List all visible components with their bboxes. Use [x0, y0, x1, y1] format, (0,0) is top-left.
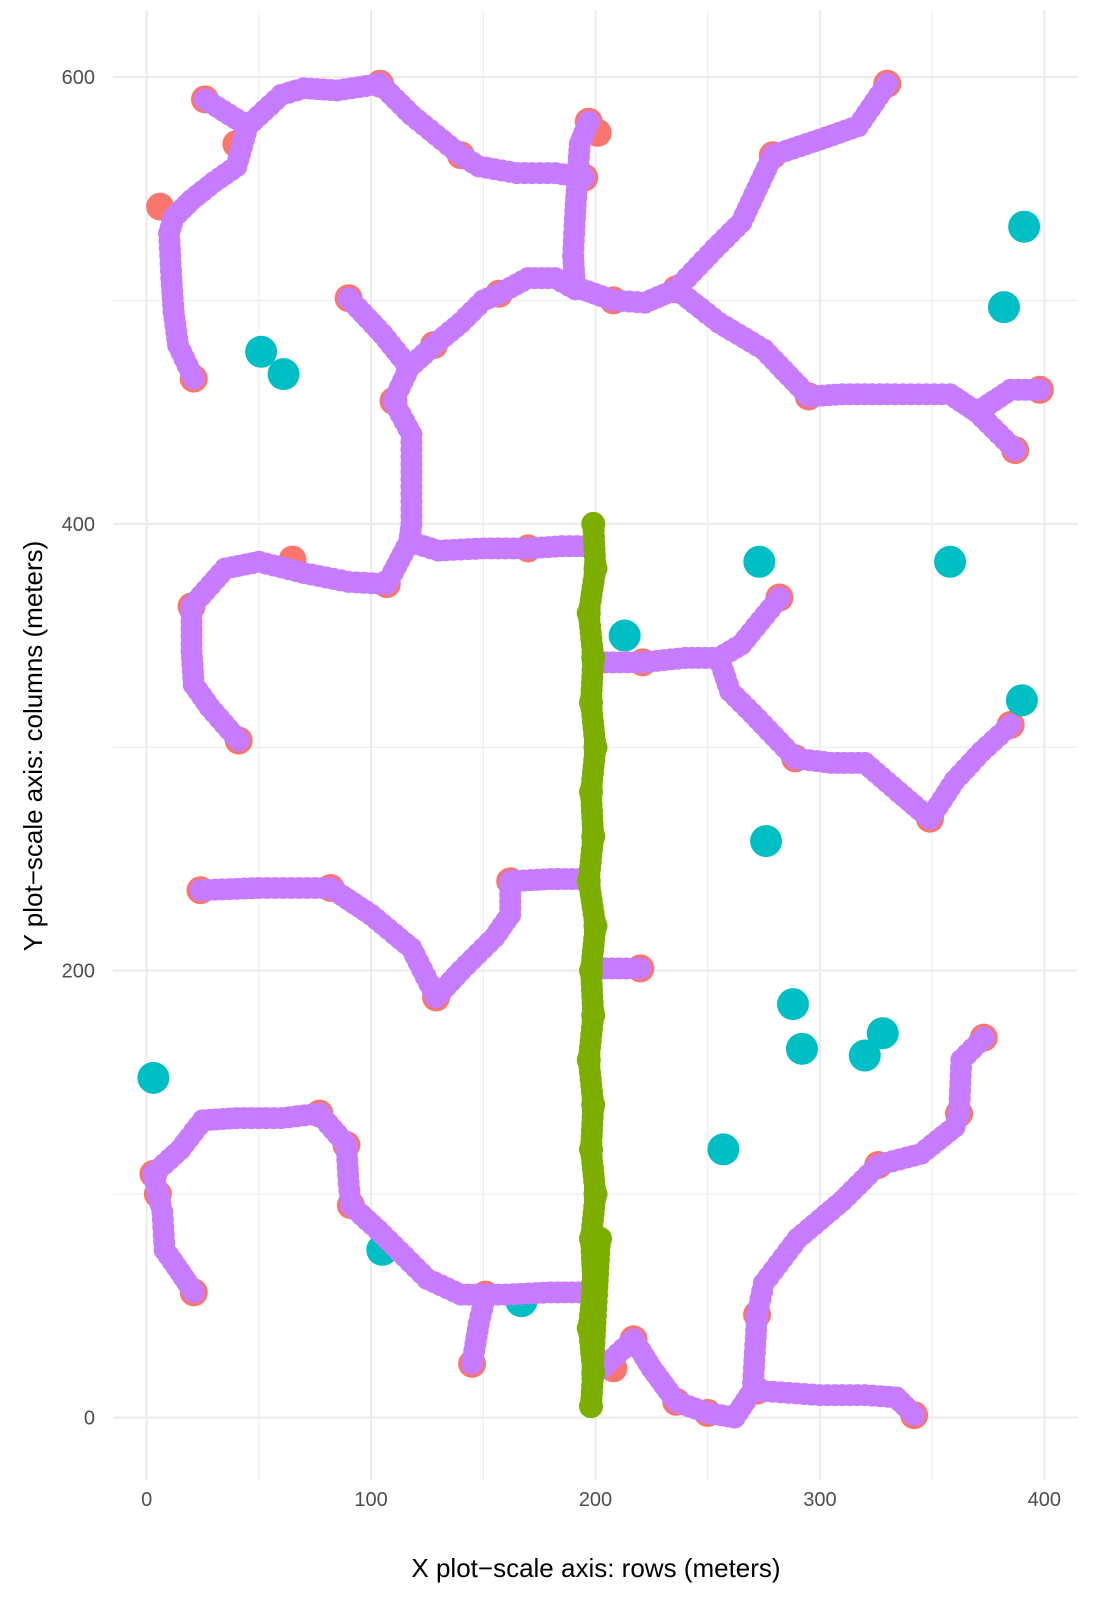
branch-point — [972, 1026, 995, 1049]
stem-point — [581, 824, 606, 849]
branch-path — [746, 1379, 926, 1427]
isolated-point — [987, 291, 1020, 324]
isolated-point — [743, 545, 776, 578]
stem-point — [576, 869, 601, 894]
isolated-point — [137, 1061, 170, 1094]
isolated-point — [776, 988, 809, 1021]
isolated-point — [1008, 210, 1041, 243]
x-axis-title: X plot−scale axis: rows (meters) — [411, 1553, 780, 1583]
branch-point — [629, 957, 652, 980]
stem-point — [581, 1003, 606, 1028]
branch-path — [180, 530, 421, 752]
branch-path — [337, 287, 421, 379]
branch-path — [194, 88, 259, 138]
branch-path — [461, 1283, 497, 1375]
y-tick-label: 200 — [62, 961, 95, 983]
stem-point — [583, 735, 608, 760]
stem-point — [587, 1226, 612, 1251]
branch-point — [227, 729, 250, 752]
branch-path — [382, 389, 603, 562]
stem-point — [579, 1394, 604, 1419]
isolated-point — [245, 335, 278, 368]
y-tick-label: 400 — [62, 514, 95, 536]
branch-path — [591, 1026, 995, 1429]
x-tick-label: 300 — [803, 1489, 836, 1511]
stem-point — [581, 1360, 606, 1385]
x-tick-label: 200 — [579, 1489, 612, 1511]
y-tick-label: 0 — [84, 1407, 95, 1429]
x-tick-label: 400 — [1028, 1489, 1061, 1511]
isolated-point — [866, 1017, 899, 1050]
branch-path — [189, 868, 598, 1009]
x-tick-label: 100 — [354, 1489, 387, 1511]
stem-point — [583, 913, 608, 938]
isolated-point — [707, 1133, 740, 1166]
stem-point — [579, 1137, 604, 1162]
stem-point — [579, 958, 604, 983]
stem-point — [579, 690, 604, 715]
y-axis-title: Y plot−scale axis: columns (meters) — [18, 541, 48, 952]
tick-labels: 0 100 200 300 400 0 200 400 600 — [62, 67, 1061, 1511]
branch-point — [1028, 378, 1051, 401]
stem-point — [576, 1048, 601, 1072]
branch-path — [142, 1162, 205, 1304]
isolated-point — [848, 1039, 881, 1072]
stem-point — [581, 511, 606, 536]
stem-point — [581, 1271, 606, 1296]
isolated-point — [608, 619, 641, 652]
isolated-point — [750, 825, 783, 858]
stem-point — [581, 1092, 606, 1117]
branch-point — [999, 713, 1022, 736]
stem-point — [579, 779, 604, 804]
stem-point — [576, 1316, 601, 1341]
y-tick-label: 600 — [62, 67, 95, 89]
stem-point — [581, 645, 606, 670]
stem-point — [583, 1182, 608, 1207]
branch-path — [966, 378, 1051, 424]
branch-point — [236, 115, 259, 138]
x-tick-label: 0 — [141, 1489, 152, 1511]
branch-point — [398, 356, 421, 379]
branch-point — [182, 1281, 205, 1304]
branch-point — [876, 72, 899, 95]
branch-point — [903, 1404, 926, 1427]
branch-path — [158, 72, 596, 390]
branch-point — [768, 586, 791, 609]
isolated-point — [785, 1032, 818, 1065]
data-marks — [137, 69, 1054, 1430]
branch-path — [707, 646, 1022, 830]
branch-point — [461, 1352, 484, 1375]
isolated-point — [934, 545, 967, 578]
isolated-point — [1005, 684, 1038, 717]
stem-point — [576, 601, 601, 626]
isolated-point — [267, 358, 300, 391]
branch-point — [1004, 439, 1027, 462]
stem-point — [583, 556, 608, 581]
